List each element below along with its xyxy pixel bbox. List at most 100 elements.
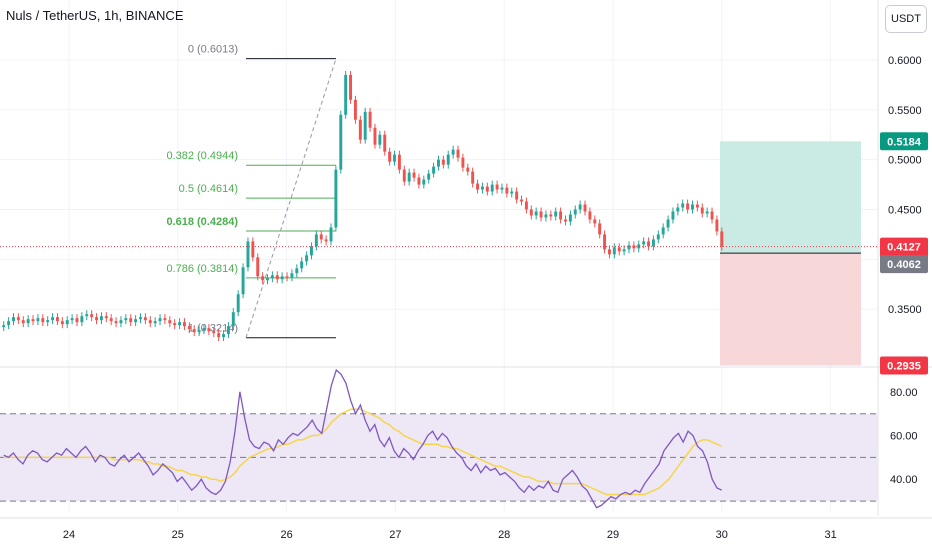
candle-body	[373, 127, 377, 145]
price-tick-label: 0.6000	[888, 55, 922, 67]
time-tick-label: 29	[607, 529, 619, 541]
candle-body	[153, 321, 157, 324]
candle-body	[393, 154, 396, 162]
stop-zone	[720, 253, 861, 366]
candle-body	[471, 171, 475, 184]
candle-body	[90, 314, 94, 318]
candle-body	[524, 201, 528, 210]
fib-level-label: 0.382 (0.4944)	[166, 150, 238, 162]
candle-body	[671, 211, 675, 220]
candle-body	[583, 204, 587, 212]
candle-body	[158, 318, 162, 322]
candle-body	[691, 204, 694, 210]
candle-body	[656, 234, 660, 240]
candle-body	[578, 204, 582, 210]
candle-body	[427, 173, 431, 180]
candle-body	[466, 167, 470, 172]
candle-body	[99, 316, 103, 321]
candle-body	[12, 317, 15, 322]
candle-body	[178, 322, 182, 326]
rsi-tick-label: 80.00	[890, 387, 918, 399]
candle-body	[397, 154, 401, 170]
candle-body	[388, 151, 392, 162]
candle-body	[666, 219, 670, 228]
candle-body	[651, 239, 655, 247]
target-zone	[720, 141, 861, 254]
candle-body	[598, 223, 602, 235]
candle-body	[197, 330, 201, 333]
candle-body	[353, 99, 357, 120]
candle-body	[559, 211, 563, 220]
chart-title: Nuls / TetherUS, 1h, BINANCE	[6, 8, 184, 23]
candle-body	[109, 318, 113, 322]
stop-price-tag: 0.2935	[887, 361, 921, 373]
rsi-tick-label: 40.00	[890, 474, 918, 486]
candle-body	[710, 211, 714, 220]
candle-body	[720, 231, 724, 247]
candle-body	[246, 241, 250, 268]
candle-body	[568, 214, 572, 222]
candle-body	[261, 276, 265, 281]
candle-body	[593, 219, 597, 224]
candle-body	[715, 219, 719, 232]
price-tick-label: 0.5500	[888, 105, 922, 117]
stop-price-tag-bg	[880, 356, 928, 375]
candle-body	[417, 177, 421, 185]
fib-level-label: 0.786 (0.3814)	[166, 263, 238, 275]
candle-body	[104, 316, 108, 319]
last-price-tag: 0.4127	[887, 242, 921, 254]
candle-body	[661, 227, 665, 235]
candle-body	[510, 191, 514, 194]
candle-body	[80, 316, 84, 323]
candle-body	[603, 234, 607, 250]
candle-body	[622, 249, 626, 252]
candle-body	[422, 179, 426, 185]
time-tick-label: 28	[498, 529, 510, 541]
candle-body	[564, 219, 567, 222]
candle-body	[124, 318, 128, 321]
candle-body	[520, 199, 523, 202]
candle-body	[368, 111, 372, 128]
candle-body	[544, 214, 548, 218]
candle-body	[358, 119, 362, 140]
candle-body	[515, 191, 519, 200]
candle-body	[202, 328, 206, 331]
candle-body	[617, 247, 621, 252]
candle-body	[432, 166, 436, 174]
candle-body	[378, 134, 382, 145]
candle-body	[31, 319, 35, 322]
candle-body	[573, 209, 577, 215]
candle-body	[647, 241, 650, 247]
candle-body	[446, 154, 450, 165]
candle-body	[529, 209, 533, 216]
candle-body	[686, 203, 690, 210]
candle-body	[182, 322, 186, 327]
candle-body	[231, 312, 235, 327]
candle-body	[324, 239, 328, 242]
candle-body	[295, 268, 299, 274]
time-tick-label: 27	[389, 529, 401, 541]
candle-body	[148, 320, 152, 324]
currency-unit-button[interactable]: USDT	[885, 5, 927, 33]
candle-body	[114, 321, 118, 324]
candle-body	[461, 157, 465, 168]
candle-body	[637, 244, 641, 249]
candle-body	[402, 169, 406, 182]
candle-body	[451, 149, 455, 155]
candle-body	[705, 211, 709, 214]
candle-body	[695, 204, 699, 208]
candle-body	[119, 320, 123, 324]
candle-body	[163, 318, 167, 321]
candle-body	[129, 318, 133, 323]
candle-body	[36, 318, 40, 322]
candle-body	[207, 328, 211, 332]
candle-body	[344, 74, 348, 115]
candle-body	[495, 184, 499, 190]
candle-body	[134, 319, 138, 323]
time-tick-label: 30	[716, 529, 728, 541]
candle-body	[407, 172, 411, 182]
candle-body	[280, 276, 284, 280]
candle-body	[607, 249, 611, 255]
candle-body	[349, 74, 353, 100]
candle-body	[251, 241, 255, 258]
